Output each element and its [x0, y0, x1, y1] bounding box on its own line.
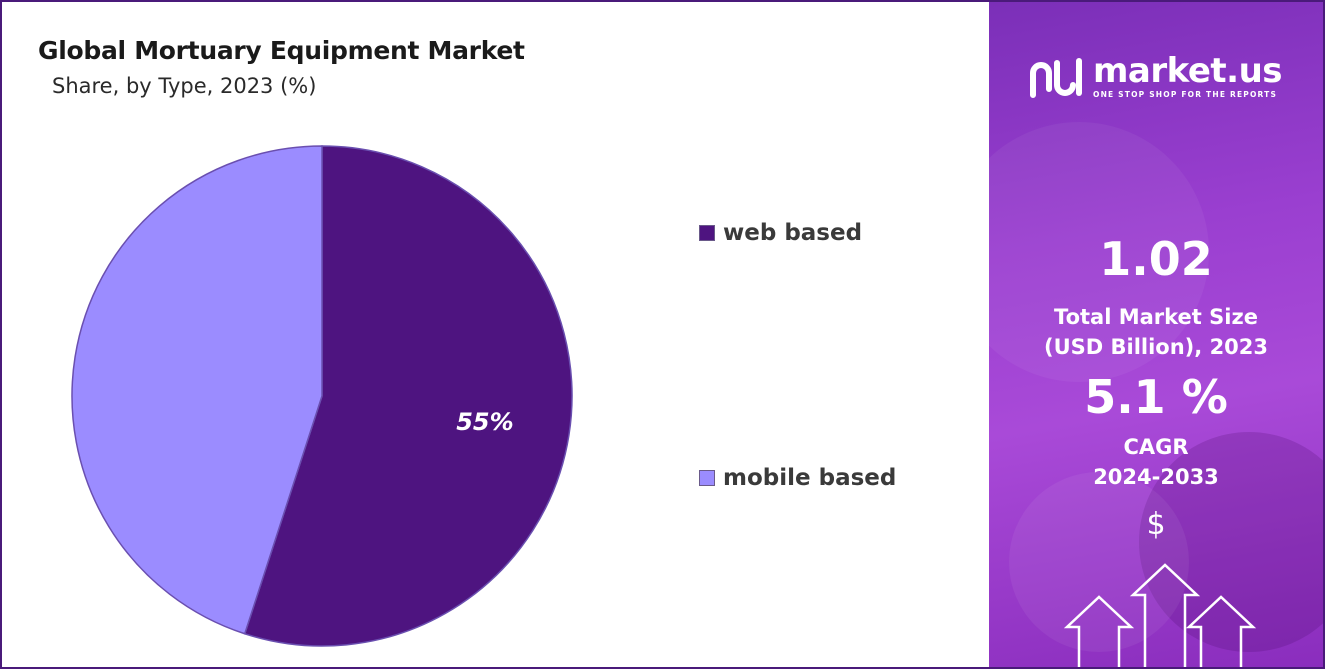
- panel-decoration: [1139, 432, 1323, 652]
- pie-data-label-web-based: 55%: [456, 408, 513, 436]
- legend-label-mobile-based: mobile based: [723, 465, 897, 491]
- dollar-icon: $: [1146, 507, 1166, 542]
- cagr-label-line2: 2024-2033: [1093, 465, 1219, 489]
- legend-item-mobile-based: mobile based: [699, 465, 896, 491]
- summary-panel: market.us ONE STOP SHOP FOR THE REPORTS …: [989, 2, 1323, 667]
- panel-decoration: [989, 122, 1209, 382]
- market-size-value: 1.02: [1099, 232, 1213, 286]
- market-size-label-line2: (USD Billion), 2023: [1043, 335, 1269, 359]
- cagr-label-line1: CAGR: [1123, 435, 1189, 459]
- legend-swatch-web-based: [699, 225, 715, 241]
- market-size-label: Total Market Size (USD Billion), 2023: [989, 302, 1323, 362]
- logo-icon: [1030, 57, 1082, 98]
- brand-logo: market.us ONE STOP SHOP FOR THE REPORTS: [1029, 51, 1283, 99]
- up-arrows-icon: [1063, 563, 1257, 667]
- brand-name: market.us: [1093, 51, 1283, 91]
- cagr-value: 5.1 %: [1084, 370, 1228, 424]
- pie-chart: 55%: [71, 145, 573, 647]
- pie-slice-mobile-based: [71, 145, 323, 635]
- cagr-label: CAGR 2024-2033: [989, 432, 1323, 492]
- chart-subtitle: Share, by Type, 2023 (%): [52, 74, 317, 98]
- brand-tagline: ONE STOP SHOP FOR THE REPORTS: [1093, 90, 1278, 99]
- legend-item-web-based: web based: [699, 220, 862, 246]
- chart-title: Global Mortuary Equipment Market: [38, 36, 525, 65]
- market-size-label-line1: Total Market Size: [1054, 305, 1258, 329]
- legend-swatch-mobile-based: [699, 470, 715, 486]
- pie-slice-web-based: [243, 145, 573, 647]
- legend-label-web-based: web based: [723, 220, 863, 246]
- panel-decoration: [1009, 472, 1189, 652]
